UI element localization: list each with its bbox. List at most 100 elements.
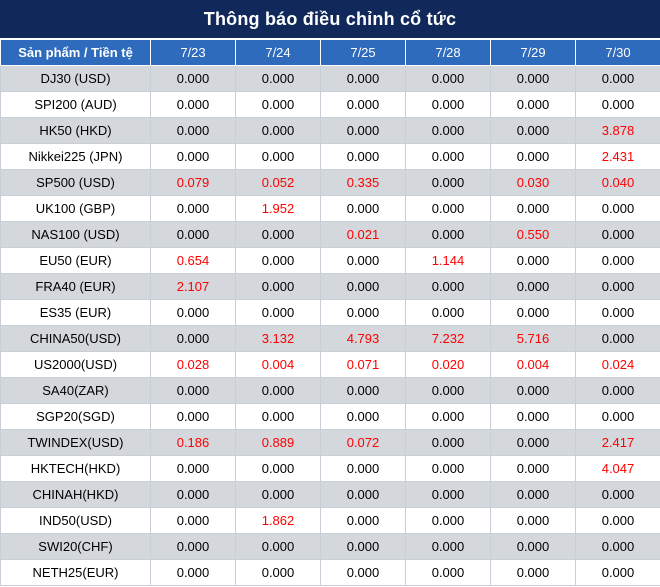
dividend-value-cell: 0.000 <box>490 377 576 404</box>
dividend-value-cell: 0.000 <box>235 221 321 248</box>
dividend-value-cell: 0.000 <box>150 559 236 586</box>
table-row: ES35 (EUR) 0.000 0.000 0.000 0.000 0.000 0.000 <box>0 299 660 326</box>
dividend-value-cell: 0.000 <box>150 455 236 482</box>
dividend-value-cell: 0.000 <box>405 299 491 326</box>
product-name-cell: SP500 (USD) <box>0 169 151 196</box>
dividend-value-cell: 0.000 <box>405 221 491 248</box>
product-name-cell: NETH25(EUR) <box>0 559 151 586</box>
dividend-value-cell: 4.793 <box>320 325 406 352</box>
dividend-value-cell: 0.000 <box>150 221 236 248</box>
dividend-value-cell: 0.000 <box>575 247 660 274</box>
dividend-value-cell: 0.024 <box>575 351 660 378</box>
column-header-date: 7/30 <box>575 39 660 66</box>
dividend-value-cell: 0.000 <box>150 143 236 170</box>
dividend-value-cell: 0.000 <box>320 559 406 586</box>
dividend-value-cell: 0.000 <box>150 507 236 534</box>
column-header-date: 7/25 <box>320 39 406 66</box>
dividend-value-cell: 0.000 <box>405 481 491 508</box>
table-row: Nikkei225 (JPN) 0.000 0.000 0.000 0.000 0.000… <box>0 143 660 170</box>
dividend-value-cell: 0.889 <box>235 429 321 456</box>
product-name-cell: SPI200 (AUD) <box>0 91 151 118</box>
dividend-value-cell: 0.000 <box>490 65 576 92</box>
dividend-value-cell: 0.000 <box>320 117 406 144</box>
dividend-value-cell: 0.000 <box>150 533 236 560</box>
dividend-value-cell: 0.000 <box>235 273 321 300</box>
table-row: SWI20(CHF) 0.000 0.000 0.000 0.000 0.000 0.000 <box>0 533 660 560</box>
dividend-value-cell: 0.000 <box>405 559 491 586</box>
dividend-value-cell: 0.000 <box>405 403 491 430</box>
dividend-value-cell: 0.000 <box>490 455 576 482</box>
dividend-value-cell: 0.000 <box>490 247 576 274</box>
table-row: HKTECH(HKD) 0.000 0.000 0.000 0.000 0.000 4.04… <box>0 455 660 482</box>
dividend-value-cell: 0.000 <box>405 195 491 222</box>
dividend-value-cell: 0.000 <box>320 91 406 118</box>
dividend-value-cell: 0.000 <box>235 481 321 508</box>
dividend-value-cell: 0.000 <box>405 507 491 534</box>
dividend-value-cell: 0.000 <box>320 299 406 326</box>
dividend-table: Sản phẩm / Tiền tệ 7/23 7/24 7/25 7/28 7… <box>0 39 660 586</box>
product-name-cell: FRA40 (EUR) <box>0 273 151 300</box>
dividend-value-cell: 0.079 <box>150 169 236 196</box>
dividend-value-cell: 0.000 <box>320 247 406 274</box>
dividend-value-cell: 0.000 <box>235 455 321 482</box>
dividend-value-cell: 0.020 <box>405 351 491 378</box>
table-row: SPI200 (AUD) 0.000 0.000 0.000 0.000 0.000 0.0… <box>0 91 660 118</box>
dividend-value-cell: 0.000 <box>235 65 321 92</box>
table-row: CHINAH(HKD) 0.000 0.000 0.000 0.000 0.000 0.00… <box>0 481 660 508</box>
dividend-value-cell: 0.000 <box>490 143 576 170</box>
dividend-value-cell: 0.000 <box>575 481 660 508</box>
product-name-cell: DJ30 (USD) <box>0 65 151 92</box>
dividend-value-cell: 0.000 <box>575 325 660 352</box>
product-name-cell: IND50(USD) <box>0 507 151 534</box>
dividend-value-cell: 0.072 <box>320 429 406 456</box>
table-row: UK100 (GBP) 0.000 1.952 0.000 0.000 0.000 0.00… <box>0 195 660 222</box>
dividend-value-cell: 0.000 <box>150 299 236 326</box>
table-row: FRA40 (EUR) 2.107 0.000 0.000 0.000 0.000 0.00… <box>0 273 660 300</box>
table-row: NAS100 (USD) 0.000 0.000 0.021 0.000 0.550 0.0… <box>0 221 660 248</box>
product-name-cell: Nikkei225 (JPN) <box>0 143 151 170</box>
dividend-value-cell: 0.000 <box>575 533 660 560</box>
dividend-value-cell: 0.000 <box>490 91 576 118</box>
column-header-date: 7/23 <box>150 39 236 66</box>
dividend-value-cell: 0.000 <box>490 117 576 144</box>
dividend-value-cell: 0.000 <box>150 195 236 222</box>
dividend-value-cell: 0.000 <box>490 429 576 456</box>
dividend-value-cell: 0.000 <box>235 559 321 586</box>
dividend-value-cell: 0.000 <box>405 65 491 92</box>
dividend-value-cell: 0.000 <box>320 377 406 404</box>
dividend-value-cell: 0.000 <box>320 195 406 222</box>
dividend-value-cell: 0.000 <box>490 481 576 508</box>
dividend-value-cell: 0.000 <box>405 273 491 300</box>
dividend-value-cell: 0.000 <box>405 117 491 144</box>
dividend-value-cell: 0.000 <box>235 91 321 118</box>
table-row: EU50 (EUR) 0.654 0.000 0.000 1.144 0.000 0.000 <box>0 247 660 274</box>
dividend-value-cell: 0.000 <box>320 143 406 170</box>
dividend-value-cell: 0.000 <box>235 299 321 326</box>
dividend-value-cell: 0.000 <box>150 403 236 430</box>
dividend-value-cell: 0.000 <box>575 403 660 430</box>
dividend-value-cell: 0.000 <box>320 455 406 482</box>
column-header-date: 7/29 <box>490 39 576 66</box>
dividend-value-cell: 0.000 <box>150 117 236 144</box>
table-row: DJ30 (USD) 0.000 0.000 0.000 0.000 0.000 0.000 <box>0 65 660 92</box>
dividend-value-cell: 0.000 <box>235 143 321 170</box>
product-name-cell: SWI20(CHF) <box>0 533 151 560</box>
dividend-value-cell: 0.000 <box>405 377 491 404</box>
dividend-value-cell: 0.186 <box>150 429 236 456</box>
dividend-value-cell: 0.000 <box>320 65 406 92</box>
column-header-date: 7/28 <box>405 39 491 66</box>
dividend-value-cell: 0.000 <box>150 481 236 508</box>
table-row: HK50 (HKD) 0.000 0.000 0.000 0.000 0.000 3.878 <box>0 117 660 144</box>
dividend-value-cell: 0.000 <box>575 377 660 404</box>
dividend-value-cell: 0.030 <box>490 169 576 196</box>
dividend-value-cell: 0.000 <box>320 481 406 508</box>
table-row: IND50(USD) 0.000 1.862 0.000 0.000 0.000 0.000 <box>0 507 660 534</box>
table-row: TWINDEX(USD) 0.186 0.889 0.072 0.000 0.000 2.4… <box>0 429 660 456</box>
product-name-cell: ES35 (EUR) <box>0 299 151 326</box>
product-name-cell: EU50 (EUR) <box>0 247 151 274</box>
dividend-value-cell: 0.000 <box>405 429 491 456</box>
dividend-value-cell: 0.000 <box>575 221 660 248</box>
dividend-value-cell: 7.232 <box>405 325 491 352</box>
dividend-value-cell: 0.335 <box>320 169 406 196</box>
dividend-value-cell: 0.000 <box>405 455 491 482</box>
